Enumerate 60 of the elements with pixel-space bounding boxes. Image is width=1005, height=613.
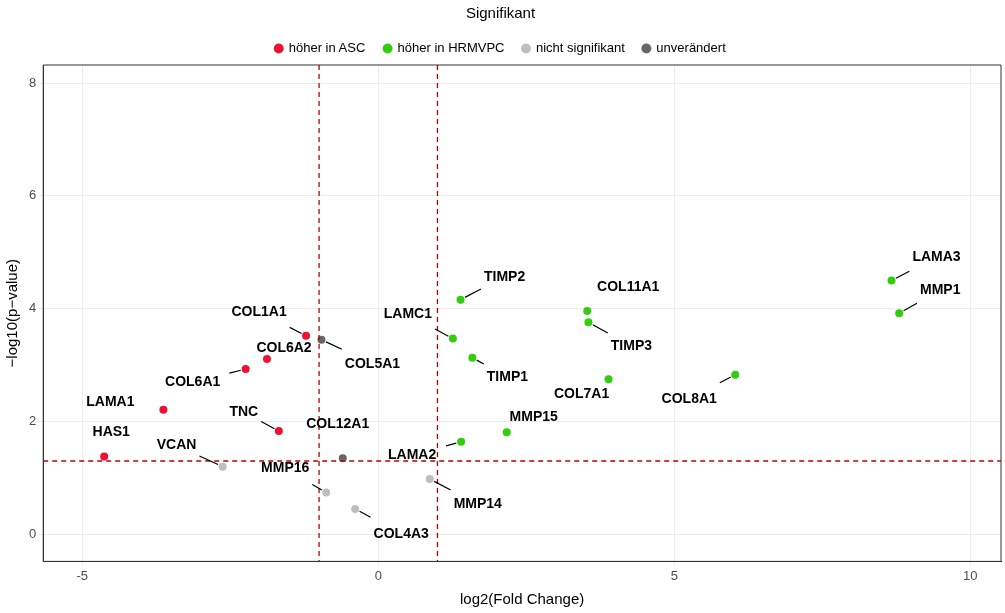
x-tick-label: 0	[374, 567, 382, 583]
annotation: COL1A1	[231, 302, 287, 319]
annotation: COL5A1	[344, 354, 401, 371]
annotation: COL6A2	[256, 338, 312, 355]
annotation: COL6A1	[165, 372, 221, 389]
y-tick-label: 4	[29, 300, 37, 316]
x-tick-label: 10	[962, 567, 978, 583]
y-tick-label: 2	[29, 413, 37, 429]
legend-label: höher in HRMVPC	[397, 40, 505, 56]
x-tick-label: 5	[670, 567, 678, 583]
annotation: TNC	[229, 402, 259, 419]
point	[262, 354, 271, 363]
y-tick-label: 0	[29, 525, 37, 541]
annotation: COL8A1	[661, 389, 718, 406]
annotation: TIMP1	[486, 367, 529, 384]
annotation: MMP1	[919, 281, 961, 298]
annotation: LAMA2	[388, 445, 437, 462]
annotation: MMP15	[509, 408, 559, 425]
point	[159, 405, 168, 414]
annotation: VCAN	[156, 436, 197, 453]
y-tick-label: 6	[29, 187, 37, 203]
legend-label: unverändert	[656, 40, 727, 56]
point	[274, 427, 283, 436]
point	[322, 488, 331, 497]
point	[604, 375, 613, 384]
annotation: TIMP3	[610, 337, 653, 354]
point	[351, 504, 360, 513]
point	[502, 428, 511, 437]
annotation: LAMC1	[383, 305, 433, 322]
y-tick-label: 8	[29, 74, 37, 90]
legend-label: nicht signifikant	[535, 40, 626, 56]
point	[241, 365, 250, 374]
annotation: TIMP2	[483, 267, 526, 284]
point	[584, 318, 593, 327]
point	[218, 462, 227, 471]
point	[457, 437, 466, 446]
annotation: LAMA1	[86, 392, 135, 409]
point	[425, 475, 434, 484]
legend-label: höher in ASC	[288, 40, 366, 56]
point	[456, 295, 465, 304]
point	[887, 276, 896, 285]
annotation: HAS1	[92, 423, 131, 440]
annotation: MMP14	[453, 494, 503, 511]
point	[448, 334, 457, 343]
annotation: COL11A1	[597, 277, 660, 294]
annotation: COL12A1	[306, 415, 370, 432]
x-axis-title: log2(Fold Change)	[459, 590, 585, 608]
point	[468, 353, 477, 362]
annotation: LAMA3	[912, 248, 961, 265]
x-tick-label: -5	[76, 567, 89, 583]
point	[583, 306, 592, 315]
point	[100, 452, 109, 461]
point	[731, 370, 740, 379]
point	[895, 309, 904, 318]
legend-title: Signifikant	[465, 3, 536, 21]
annotation: COL7A1	[553, 385, 610, 402]
annotation: MMP16	[261, 459, 310, 476]
point	[302, 331, 311, 340]
y-axis-title: −log10(p−value)	[3, 258, 21, 368]
annotation: COL4A3	[373, 524, 430, 541]
